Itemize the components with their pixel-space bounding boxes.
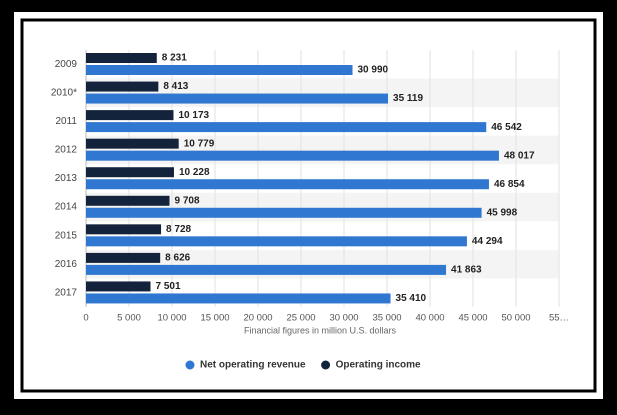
y-tick-label: 2013 [55,173,78,184]
value-label: 10 779 [184,138,215,149]
y-tick-label: 2017 [55,287,78,298]
value-label: 10 228 [179,167,210,178]
value-label: 46 854 [494,179,525,190]
bar [86,81,159,92]
value-label: 45 998 [487,207,518,218]
bar [86,264,447,275]
bar [86,252,161,263]
x-axis-title: Financial figures in million U.S. dollar… [244,325,397,335]
x-tick-label: 35 000 [372,313,401,324]
bar [86,236,467,247]
value-label: 46 542 [491,122,522,133]
value-label: 7 501 [156,281,181,292]
value-label: 48 017 [504,150,535,161]
y-tick-label: 2010* [51,87,77,98]
bar [86,138,179,149]
x-tick-label: 50 000 [501,313,530,324]
value-label: 10 173 [178,110,209,121]
legend-marker [185,360,195,370]
x-tick-label: 5 000 [117,313,141,324]
bar [86,179,489,190]
legend-label: Net operating revenue [200,360,306,371]
bar [86,224,162,235]
y-tick-label: 2012 [55,145,78,156]
y-tick-label: 2009 [55,59,78,70]
x-tick-label: 15 000 [200,313,229,324]
bar [86,150,499,161]
y-tick-label: 2016 [55,259,78,270]
bar [86,281,151,292]
x-tick-label: 30 000 [329,313,358,324]
y-tick-label: 2014 [55,202,78,213]
value-label: 30 990 [358,65,389,76]
bar [86,93,389,104]
x-tick-label: 45 000 [458,313,487,324]
bar [86,53,157,63]
x-tick-label: 20 000 [243,313,272,324]
x-tick-label: 25 000 [286,313,315,324]
legend-label: Operating income [336,360,421,371]
bar [86,195,170,206]
bar [86,293,391,304]
bar [86,167,174,178]
value-label: 35 410 [396,293,427,304]
legend-marker [321,360,331,370]
bar [86,65,353,75]
value-label: 9 708 [174,195,199,206]
x-tick-label: 0 [83,313,88,324]
value-label: 35 119 [393,93,423,104]
value-label: 8 413 [163,81,188,92]
value-label: 41 863 [451,265,482,276]
bar [86,110,174,121]
value-label: 8 626 [165,253,190,264]
value-label: 8 728 [166,224,191,235]
y-tick-label: 2011 [55,116,77,127]
value-label: 44 294 [472,236,503,247]
bar [86,122,487,133]
bar [86,207,482,218]
y-tick-label: 2015 [55,230,78,241]
x-tick-label: 10 000 [157,313,186,324]
x-tick-label: 55… [549,313,569,324]
value-label: 8 231 [162,53,187,64]
x-tick-label: 40 000 [415,313,444,324]
